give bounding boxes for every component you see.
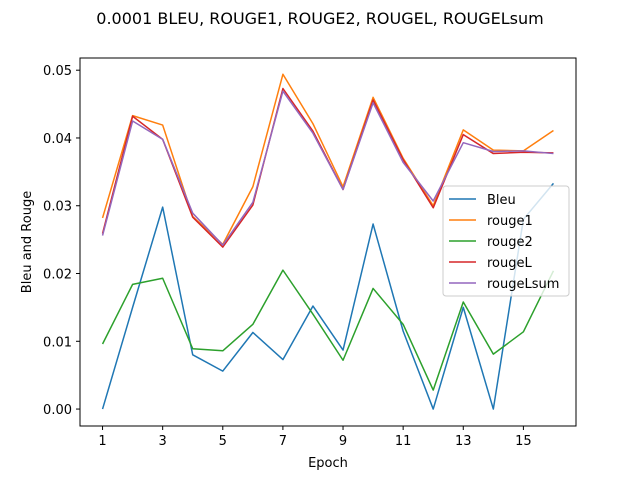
legend-box [442,185,570,297]
x-tick-label: 5 [219,434,227,449]
legend-label-rougel: rougeL [487,256,533,271]
legend-label-rouge2: rouge2 [487,235,533,250]
series-line-rouge2 [101,269,555,391]
legend-label-rouge1: rouge1 [487,214,533,229]
x-tick-label: 15 [515,434,532,449]
y-tick-label: 0.04 [43,132,72,147]
plot-area-frame [79,57,577,427]
x-axis-label: Epoch [308,456,348,471]
legend-label-rougelsum: rougeLsum [487,277,559,292]
y-tick-label: 0.03 [43,200,72,215]
x-tick-label: 1 [98,434,106,449]
x-tick-label: 9 [339,434,347,449]
x-tick-label: 11 [395,434,412,449]
chart-title: 0.0001 BLEU, ROUGE1, ROUGE2, ROUGEL, ROU… [96,9,543,28]
y-tick-label: 0.00 [43,403,72,418]
series-line-bleu [101,182,555,410]
x-axis-ticks: 1 3 5 7 9 11 13 15 [98,426,532,449]
y-axis-label: Bleu and Rouge [20,191,35,293]
series-lines [101,73,555,410]
x-tick-label: 3 [159,434,167,449]
y-tick-label: 0.05 [43,64,72,79]
legend: Bleu rouge1 rouge2 rougeL rougeLsum [442,185,570,297]
y-tick-label: 0.02 [43,268,72,283]
y-tick-label: 0.01 [43,335,72,350]
y-axis-ticks: 0.00 0.01 0.02 0.03 0.04 0.05 [43,64,80,418]
legend-label-bleu: Bleu [487,193,516,208]
series-line-rouge1 [101,73,554,246]
series-line-rougelsum [101,90,554,246]
x-tick-label: 7 [279,434,287,449]
x-tick-label: 13 [455,434,472,449]
